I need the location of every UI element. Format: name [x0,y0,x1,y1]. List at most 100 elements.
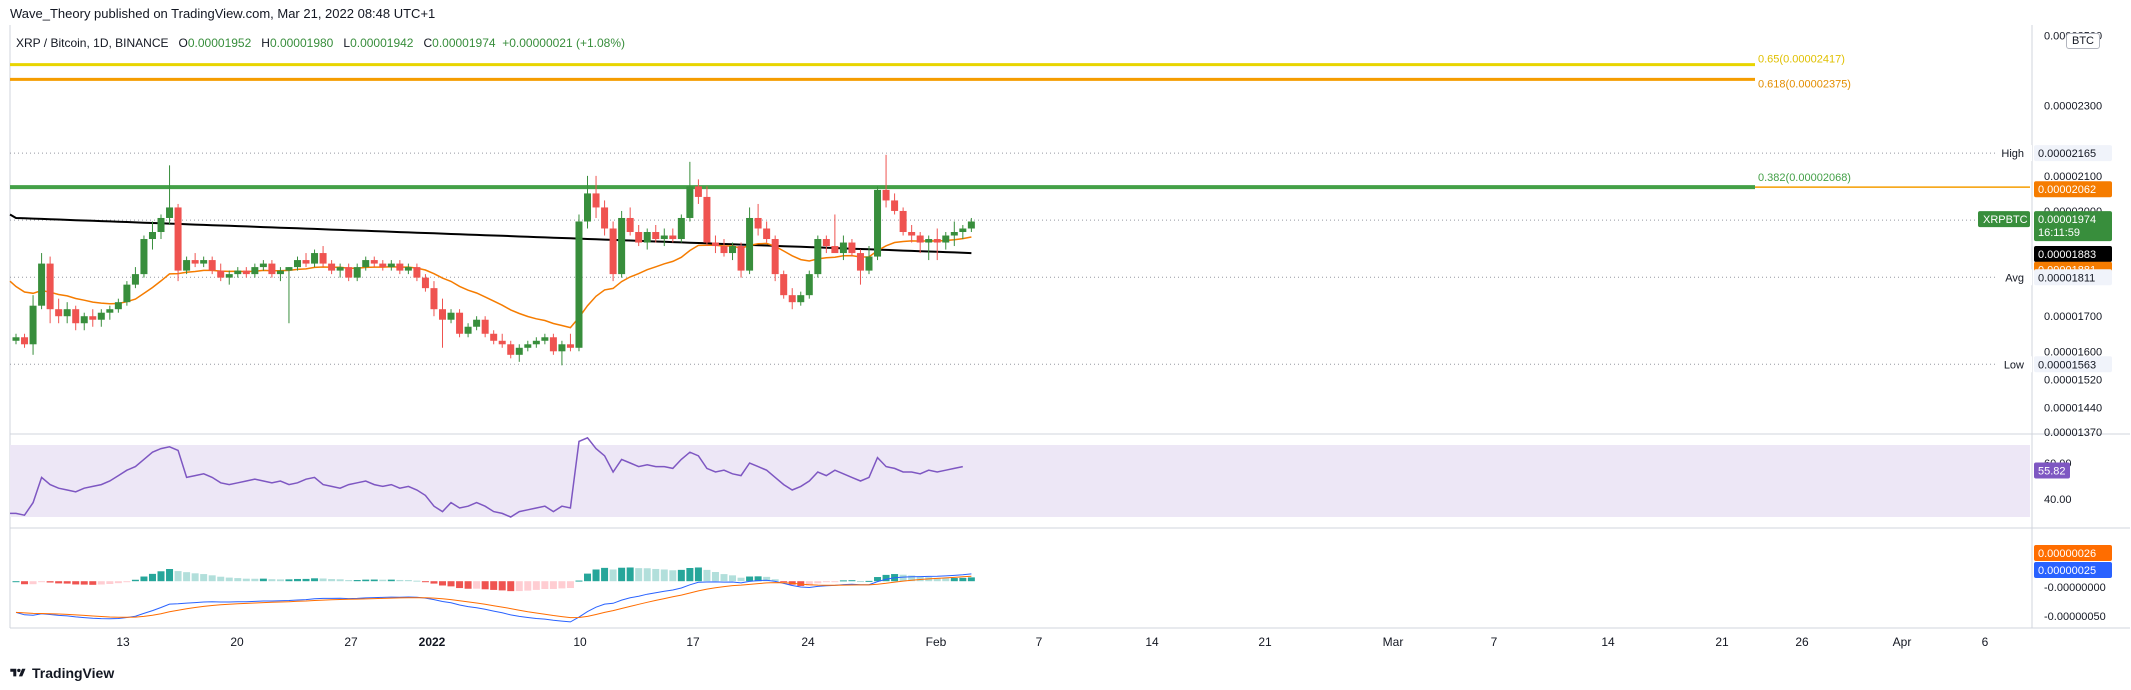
candle-body [38,263,46,306]
x-label-0: 13 [116,635,130,649]
last-value-box [2034,211,2112,242]
rsi-pane [10,436,2030,518]
candle-60 [524,340,532,352]
last-symbol-text: XRPBTC [1983,214,2028,226]
candle-body [925,239,933,243]
candle-89 [771,235,779,282]
candle-body [942,235,950,243]
macd-hist-73 [635,568,643,582]
macd-last-tag-box [2034,545,2112,561]
candle-58 [507,340,515,359]
macd-hist-47 [413,580,421,582]
candle-body [208,260,216,271]
candle-body [439,309,446,320]
macd-hist-13 [123,581,131,583]
x-label-15: 26 [1795,635,1809,649]
candle-19 [174,203,182,282]
candle-body [413,267,421,278]
candle-body [490,333,498,341]
fib382-tag-box [2034,181,2112,198]
rsi-band [10,445,2030,517]
macd-hist-96 [831,581,839,583]
ohlc-legend: XRP / Bitcoin, 1D, BINANCE O0.00001952 H… [16,36,625,50]
macd-hist-86 [746,576,754,582]
macd-hist-81 [703,569,711,582]
macd-hist-66 [575,580,583,582]
legend-symbol: XRP / Bitcoin, 1D, BINANCE [16,36,169,50]
candle-21 [191,253,199,268]
macd-hist-110 [950,578,958,582]
macd-hist-112 [967,577,975,582]
macd-hist-33 [293,578,301,582]
candle-body [473,319,481,327]
candle-body [12,337,20,341]
candle-61 [532,337,540,348]
candle-body [276,270,284,275]
candle-71 [618,210,626,278]
candle-body [174,207,182,271]
candle-body [157,217,165,233]
avg-label-text: Avg [2005,272,2024,284]
macd-hist-35 [311,578,319,582]
macd-hist-65 [566,581,574,589]
candle-body [831,246,839,254]
candle-body [481,319,489,334]
sma200-tag-text: 0.00001883 [2038,249,2096,261]
candle-76 [660,228,668,247]
x-label-8: 7 [1036,635,1043,649]
last-value-text: 0.00001974 [2038,214,2096,226]
rsi-tick-1: 40.00 [2044,494,2072,506]
macd-hist-29 [259,578,267,582]
candle-body [430,288,438,310]
macd-hist-64 [558,581,566,589]
candle-35 [311,249,319,268]
candle-body [746,217,754,271]
macd-hist-85 [737,577,745,582]
candle-31 [276,267,284,282]
macd-hist-0 [12,581,20,583]
candle-41 [362,256,370,271]
macd-hist-98 [848,580,856,582]
macd-hist-106 [916,576,924,582]
tradingview-footer: TradingView [10,665,114,681]
currency-label[interactable]: BTC [2066,33,2100,49]
candle-body [601,207,609,229]
high-label-box [1998,145,2032,162]
candle-7 [72,305,80,331]
candle-body [421,277,429,289]
candle-body [131,274,139,285]
legend-o-value: 0.00001952 [187,36,252,50]
candle-72 [626,207,634,236]
candle-102 [882,154,890,208]
candle-body [148,232,156,240]
candle-body [379,263,387,268]
chart-frame [9,25,2130,629]
macd-hist-25 [225,577,233,582]
sma200-line [9,213,972,255]
candle-body [302,260,310,264]
candle-83 [720,239,728,257]
candle-98 [848,239,856,257]
x-label-14: 21 [1715,635,1729,649]
macd-hist-34 [302,578,310,582]
macd-hist-11 [106,581,114,585]
candle-body [268,263,276,275]
candle-44 [387,260,395,271]
macd-hist-6 [63,581,71,584]
candle-47 [413,263,421,282]
candle-body [242,270,250,275]
candle-53 [464,323,472,338]
avg-tag-text: 0.00001811 [2038,272,2095,284]
price-tags: 0.00002165 High 0.00002062 XRPBTC 0.00001974… [1978,145,2112,623]
candle-32 [285,267,293,324]
candle-109 [942,232,950,250]
avg-label-box [1998,269,2032,286]
candle-body [498,340,506,345]
candle-body [720,246,728,254]
candlesticks [12,154,975,366]
macd-hist-41 [362,579,370,582]
macd-hist-15 [140,576,148,582]
candle-2 [29,295,37,355]
candle-body [464,326,472,334]
